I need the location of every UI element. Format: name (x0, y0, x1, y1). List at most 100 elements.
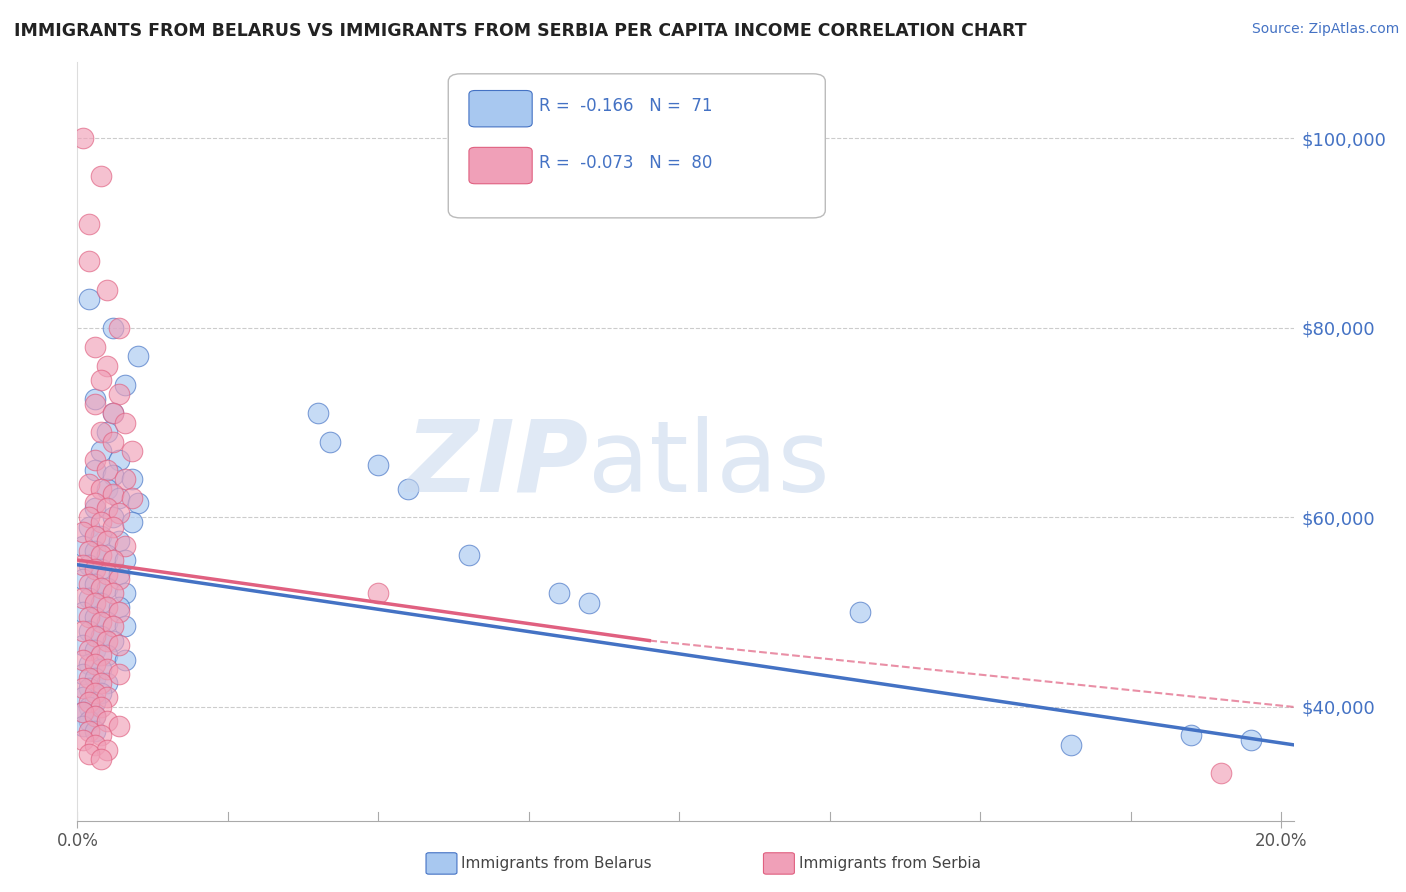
Point (114, 553, 136, 567)
Point (84, 610, 107, 624)
Point (79, 681, 101, 695)
Point (90, 562, 112, 576)
Point (79, 520, 101, 534)
Point (72, 652, 94, 666)
FancyBboxPatch shape (470, 90, 533, 127)
Point (121, 515, 143, 529)
Point (79, 558, 101, 572)
Text: R =  -0.073   N =  80: R = -0.073 N = 80 (540, 154, 713, 172)
Point (84, 500, 107, 515)
Point (108, 605, 131, 619)
Point (79, 714, 101, 728)
Point (79, 217, 101, 231)
Point (84, 672, 107, 686)
Point (72, 733, 94, 747)
Text: Immigrants from Belarus: Immigrants from Belarus (461, 856, 652, 871)
Point (103, 553, 125, 567)
Point (90, 686, 112, 700)
Point (108, 572, 131, 586)
Point (96, 742, 118, 756)
Point (114, 377, 136, 392)
Point (90, 596, 112, 610)
Point (103, 434, 125, 449)
Point (114, 539, 136, 553)
Point (96, 648, 118, 662)
Point (72, 690, 94, 705)
Point (108, 453, 131, 467)
Point (108, 534, 131, 549)
Point (96, 714, 118, 728)
Text: atlas: atlas (588, 416, 830, 513)
Point (72, 666, 94, 681)
Point (72, 705, 94, 719)
Point (108, 506, 131, 520)
Point (96, 582, 118, 596)
Point (548, 586, 571, 600)
Point (84, 340, 107, 354)
Point (90, 648, 112, 662)
Point (114, 586, 136, 600)
Point (90, 615, 112, 629)
Point (96, 463, 118, 477)
Point (108, 387, 131, 401)
Text: R =  -0.166   N =  71: R = -0.166 N = 71 (540, 97, 713, 115)
Point (121, 444, 143, 458)
Point (108, 491, 131, 506)
Text: Immigrants from Serbia: Immigrants from Serbia (799, 856, 980, 871)
Point (96, 548, 118, 563)
Point (96, 567, 118, 582)
Point (103, 467, 125, 482)
Point (127, 496, 149, 510)
Point (367, 458, 389, 473)
Point (108, 567, 131, 582)
Point (114, 652, 136, 666)
Point (79, 723, 101, 738)
Point (84, 629, 107, 643)
Point (1180, 728, 1202, 742)
Point (84, 738, 107, 752)
Point (79, 747, 101, 762)
Point (72, 558, 94, 572)
Point (79, 293, 101, 307)
Point (79, 591, 101, 605)
Point (1060, 738, 1083, 752)
Point (90, 662, 112, 676)
Point (121, 491, 143, 506)
Point (79, 643, 101, 657)
Point (84, 643, 107, 657)
Point (108, 666, 131, 681)
Point (367, 586, 389, 600)
Text: ZIP: ZIP (405, 416, 588, 513)
Point (84, 723, 107, 738)
Point (84, 496, 107, 510)
Point (103, 586, 125, 600)
Point (90, 425, 112, 439)
Point (90, 629, 112, 643)
Point (72, 591, 94, 605)
Point (84, 596, 107, 610)
Point (72, 681, 94, 695)
Point (90, 728, 112, 742)
Point (96, 482, 118, 496)
Point (96, 600, 118, 615)
Point (84, 695, 107, 709)
Point (72, 572, 94, 586)
Point (114, 619, 136, 633)
Point (84, 392, 107, 406)
Point (72, 605, 94, 619)
Point (79, 624, 101, 639)
Point (114, 473, 136, 487)
Point (96, 425, 118, 439)
Point (84, 543, 107, 558)
Point (96, 633, 118, 648)
Point (79, 610, 101, 624)
Point (1240, 733, 1263, 747)
Point (96, 359, 118, 373)
Text: Source: ZipAtlas.com: Source: ZipAtlas.com (1251, 22, 1399, 37)
Point (114, 416, 136, 430)
Point (90, 548, 112, 563)
Point (103, 619, 125, 633)
Point (72, 131, 94, 145)
Point (79, 477, 101, 491)
Point (96, 676, 118, 690)
